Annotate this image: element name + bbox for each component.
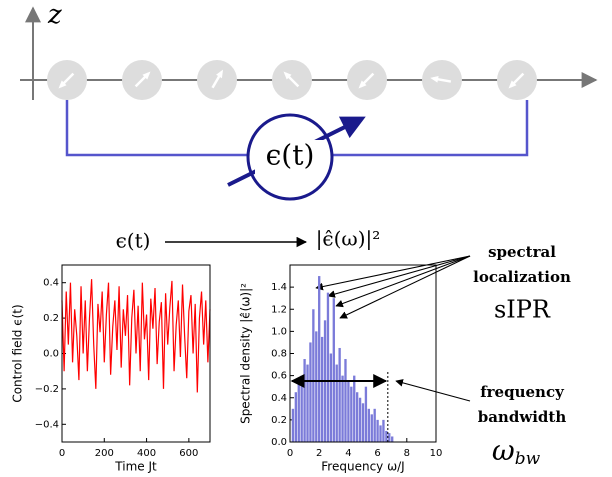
z-label: z xyxy=(47,0,62,30)
spectrum-bar xyxy=(361,403,365,442)
symbol: ω xyxy=(492,434,515,467)
spectrum-bar xyxy=(335,364,338,442)
spin-head xyxy=(142,71,151,80)
y-tick-label: 0.8 xyxy=(271,349,287,360)
x-tick-label: 4 xyxy=(345,448,351,459)
spectrum-bar xyxy=(291,408,295,442)
x-tick-label: 6 xyxy=(374,448,380,459)
spectrum-bar xyxy=(332,298,335,442)
control-label: ϵ(t) xyxy=(266,139,315,172)
y-tick-label: 1.0 xyxy=(271,326,287,337)
annotation: frequency xyxy=(480,383,565,401)
label-bg xyxy=(255,140,325,174)
spin-head xyxy=(508,80,517,89)
x-axis-label: Time Jt xyxy=(114,460,157,474)
spectrum-bar xyxy=(358,397,362,442)
spin-head xyxy=(58,80,67,89)
y-tick-label: 0.0 xyxy=(43,349,59,360)
y-tick-label: 1.2 xyxy=(271,304,287,315)
spectrum-bar xyxy=(379,425,382,442)
spin-head xyxy=(358,80,367,89)
loop-right xyxy=(332,100,529,157)
spectrum-bar xyxy=(312,309,315,442)
spectrum-bar xyxy=(373,408,376,442)
spectrum-bar xyxy=(297,381,300,442)
spin-head xyxy=(430,75,439,83)
spectrum-bar xyxy=(388,433,391,442)
spectrum-bar xyxy=(338,347,341,442)
spectrum-bar xyxy=(294,392,298,442)
spectrum-bar xyxy=(370,414,373,442)
annotation: sIPR xyxy=(494,296,551,324)
annotation-arrows xyxy=(315,255,471,402)
y-tick-label: 0.2 xyxy=(43,313,59,324)
x-tick-label: 400 xyxy=(137,448,156,459)
spectrum-bar xyxy=(303,359,306,442)
spectrum-bar xyxy=(320,336,324,442)
spectrum-bar xyxy=(306,364,309,442)
spectrum-label: |ϵ̂(ω)|² xyxy=(316,227,381,252)
annotation: ωbw xyxy=(492,434,541,469)
spectrum-bar xyxy=(318,276,321,442)
spin-head xyxy=(283,71,292,80)
spectrum-bar xyxy=(326,292,330,442)
x-tick-label: 10 xyxy=(430,448,443,459)
x-tick-label: 8 xyxy=(404,448,410,459)
spectrum-bar xyxy=(382,419,385,442)
spectrum-bar xyxy=(347,381,350,442)
x-axis-label: Frequency ω/J xyxy=(321,460,404,474)
spectrum-bar xyxy=(329,353,333,442)
spectrum-bar xyxy=(385,430,388,442)
spectrum-bar xyxy=(364,386,368,442)
spectrum-bar xyxy=(350,386,353,442)
plot-frame xyxy=(289,264,437,443)
spectrum-bar xyxy=(353,375,356,442)
spectrum-bar xyxy=(367,408,371,442)
subscript: bw xyxy=(515,449,541,469)
y-tick-label: −0.2 xyxy=(35,384,59,395)
y-tick-label: 0.2 xyxy=(271,415,287,426)
y-tick-label: 0.0 xyxy=(271,437,287,448)
x-tick-label: 2 xyxy=(316,448,322,459)
y-axis-label: Control field ϵ(t) xyxy=(11,304,25,402)
spectrum-bar xyxy=(376,419,379,442)
spin-chain-diagram: z ϵ(t) xyxy=(20,0,598,201)
y-tick-label: 1.4 xyxy=(271,282,287,293)
loop-left xyxy=(65,100,248,157)
x-tick-label: 0 xyxy=(287,448,293,459)
signal-label: ϵ(t) xyxy=(116,229,151,253)
spectrum-bar xyxy=(315,331,318,442)
x-tick-label: 600 xyxy=(179,448,198,459)
spectrum-bar xyxy=(300,375,303,442)
y-tick-label: 0.4 xyxy=(43,278,59,289)
spectrum-bar xyxy=(309,342,312,442)
y-tick-label: 0.4 xyxy=(271,393,287,404)
annotation: spectral xyxy=(488,243,556,261)
y-tick-label: −0.4 xyxy=(35,419,59,430)
signal-line xyxy=(61,279,211,393)
spectrum-bar xyxy=(355,392,359,442)
spectrum-bar xyxy=(344,359,347,442)
y-tick-label: 0.6 xyxy=(271,371,287,382)
x-tick-label: 0 xyxy=(59,448,65,459)
x-tick-label: 200 xyxy=(95,448,114,459)
y-axis-label: Spectral density |ϵ̂(ω)|² xyxy=(239,283,253,424)
spectrum-bar xyxy=(341,375,344,442)
annotation: bandwidth xyxy=(478,408,567,426)
spectrum-bar xyxy=(391,436,394,442)
annotation: localization xyxy=(473,268,571,286)
spin-head xyxy=(216,69,223,79)
plot-frame xyxy=(61,264,211,443)
